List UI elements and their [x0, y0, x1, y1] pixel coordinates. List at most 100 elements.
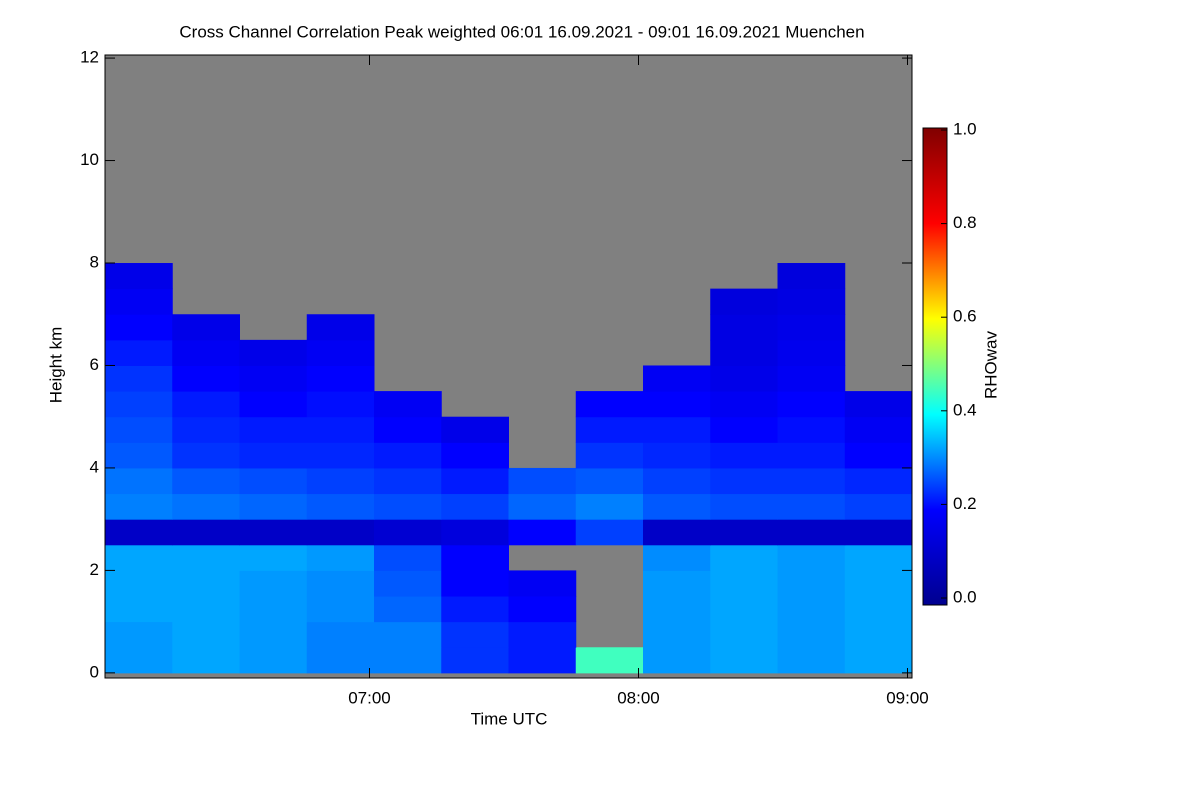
- heatmap-cell: [575, 493, 644, 520]
- heatmap-cell: [105, 544, 173, 571]
- heatmap-cell: [306, 391, 375, 418]
- heatmap-cell: [441, 570, 509, 597]
- colorbar: [922, 127, 948, 606]
- heatmap-cell: [105, 416, 173, 443]
- heatmap-cell: [710, 596, 778, 623]
- heatmap-cell: [575, 467, 644, 495]
- heatmap-cell: [172, 416, 240, 443]
- heatmap-cell: [844, 647, 913, 674]
- heatmap-cell: [374, 442, 442, 469]
- heatmap-cell: [441, 544, 509, 571]
- heatmap-cell: [777, 288, 846, 315]
- heatmap-cell: [844, 416, 913, 443]
- heatmap-cell: [374, 596, 442, 623]
- heatmap-cell: [239, 519, 308, 546]
- heatmap-cell: [239, 467, 308, 495]
- heatmap-cell: [172, 442, 240, 469]
- heatmap-cell: [575, 519, 644, 546]
- heatmap-cell: [844, 391, 913, 418]
- heatmap-cell: [172, 596, 240, 623]
- heatmap-cell: [643, 493, 711, 520]
- heatmap-cell: [844, 596, 913, 623]
- heatmap-cell: [306, 442, 375, 469]
- heatmap-cell: [575, 416, 644, 443]
- heatmap-cell: [710, 647, 778, 674]
- heatmap-cell: [441, 647, 509, 674]
- heatmap-cell: [777, 621, 846, 648]
- heatmap-cell: [508, 493, 577, 520]
- heatmap-cell: [239, 647, 308, 674]
- heatmap-cell: [710, 621, 778, 648]
- colorbar-label: RHOwav: [981, 330, 1000, 399]
- heatmap-cell: [777, 314, 846, 341]
- heatmap-cell: [105, 391, 173, 418]
- heatmap-cell: [844, 544, 913, 571]
- heatmap-cell: [777, 493, 846, 520]
- heatmap-cell: [643, 647, 711, 674]
- heatmap-cell: [172, 467, 240, 495]
- heatmap-cell: [441, 442, 509, 469]
- colorbar-tick-label: 0.2: [953, 494, 977, 513]
- heatmap-cell: [777, 416, 846, 443]
- heatmap-cell: [172, 570, 240, 597]
- heatmap-cell: [306, 365, 375, 392]
- heatmap-cell: [643, 391, 711, 418]
- heatmap-cell: [643, 519, 711, 546]
- heatmap-cell: [306, 519, 375, 546]
- heatmap-cell: [306, 314, 375, 341]
- heatmap-cell: [777, 263, 846, 290]
- heatmap-cell: [105, 467, 173, 495]
- heatmap-cell: [844, 493, 913, 520]
- heatmap-cell: [844, 519, 913, 546]
- heatmap-cell: [777, 647, 846, 674]
- heatmap-cell: [777, 544, 846, 571]
- heatmap-cell: [643, 596, 711, 623]
- heatmap-cell: [239, 365, 308, 392]
- x-tick-label: 09:00: [886, 688, 929, 707]
- heatmap-cell: [374, 493, 442, 520]
- heatmap-cell: [508, 596, 577, 623]
- heatmap-cell: [710, 570, 778, 597]
- heatmap-cell: [643, 570, 711, 597]
- heatmap-cell: [172, 647, 240, 674]
- y-tick-label: 12: [80, 48, 99, 67]
- heatmap-cell: [172, 519, 240, 546]
- heatmap-cell: [643, 442, 711, 469]
- heatmap-cell: [777, 339, 846, 366]
- heatmap-cell: [172, 391, 240, 418]
- heatmap-cell: [777, 570, 846, 597]
- y-axis-label: Height km: [46, 327, 65, 404]
- heatmap-cell: [508, 519, 577, 546]
- heatmap-cell: [105, 570, 173, 597]
- heatmap-cell: [710, 288, 778, 315]
- colorbar-tick-label: 1.0: [953, 119, 977, 138]
- x-axis-label: Time UTC: [471, 709, 548, 728]
- heatmap-cell: [239, 416, 308, 443]
- heatmap-cell: [105, 288, 173, 315]
- colorbar-tick-label: 0.4: [953, 400, 977, 419]
- heatmap-cell: [710, 442, 778, 469]
- heatmap-cell: [441, 621, 509, 648]
- heatmap-cell: [374, 519, 442, 546]
- heatmap-cell: [374, 621, 442, 648]
- heatmap-cell: [710, 519, 778, 546]
- heatmap-cell: [374, 467, 442, 495]
- colorbar-tick-label: 0.8: [953, 213, 977, 232]
- y-tick-label: 8: [90, 252, 99, 271]
- y-tick-label: 6: [90, 355, 99, 374]
- heatmap-cell: [710, 416, 778, 443]
- heatmap-cell: [239, 621, 308, 648]
- heatmap-cell: [105, 596, 173, 623]
- y-tick-label: 10: [80, 150, 99, 169]
- heatmap-cell: [710, 544, 778, 571]
- heatmap-cell: [172, 621, 240, 648]
- heatmap-cell: [643, 621, 711, 648]
- heatmap-cell: [374, 570, 442, 597]
- heatmap-cell: [777, 391, 846, 418]
- heatmap-cell: [710, 467, 778, 495]
- heatmap-cell: [777, 519, 846, 546]
- heatmap-cell: [306, 570, 375, 597]
- heatmap-cell: [105, 647, 173, 674]
- heatmap-cell: [306, 339, 375, 366]
